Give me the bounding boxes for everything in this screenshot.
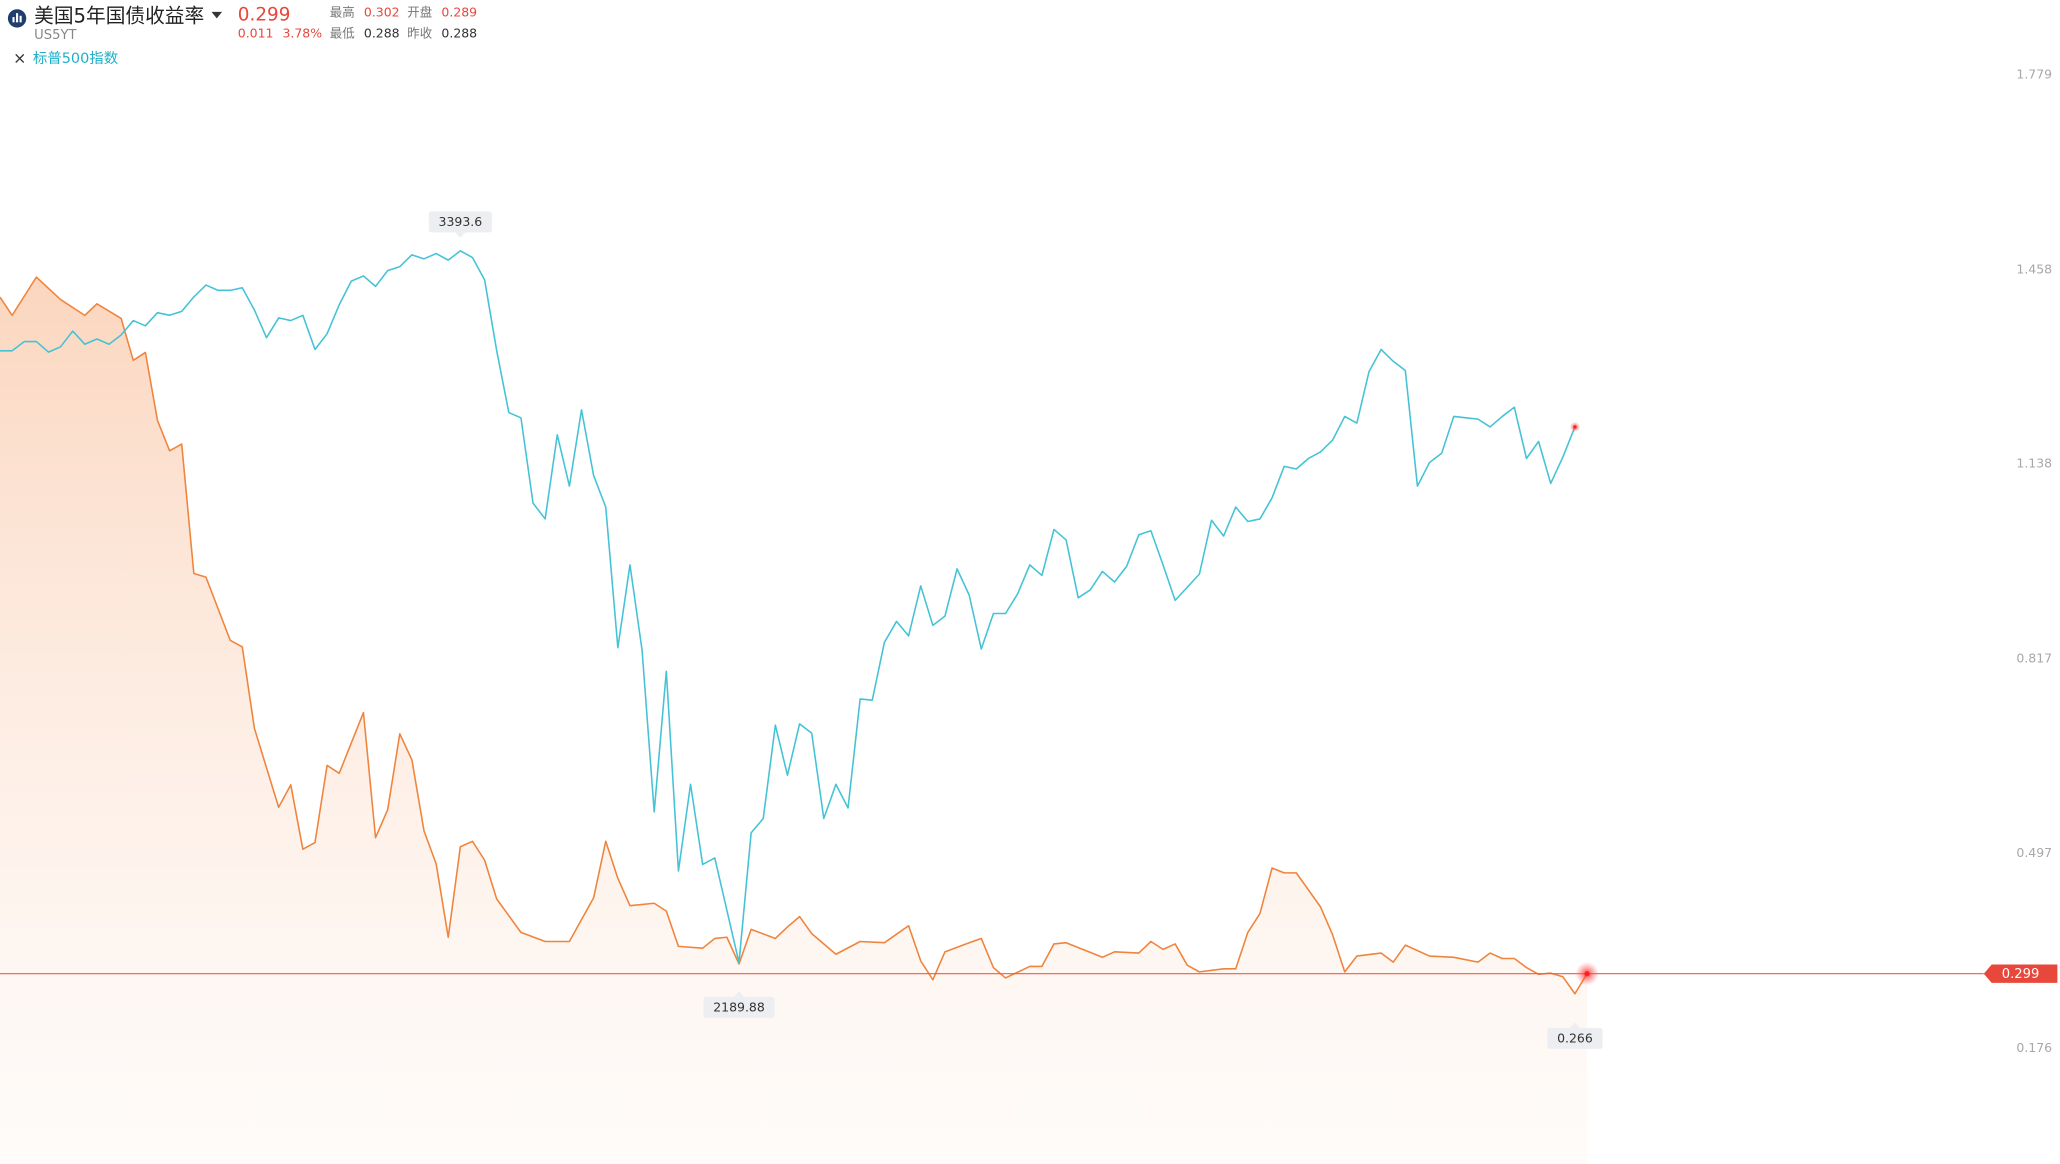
stat-value: 0.289	[441, 5, 477, 20]
y-tick-label: 0.497	[2016, 845, 2052, 860]
extreme-label: 0.266	[1557, 1031, 1593, 1046]
change-pct: 3.78%	[282, 26, 322, 41]
line	[0, 276, 1588, 995]
extreme-tag	[428, 211, 492, 233]
stat-label: 最低	[330, 26, 355, 41]
extreme-label: 2189.88	[713, 1000, 765, 1015]
dropdown-arrow[interactable]	[211, 11, 223, 19]
plot: 1.779 1.458 1.138 0.817 0.497 0.176 0.299 0.266…	[0, 66, 2058, 1164]
remove-overlay[interactable]: ×	[13, 49, 26, 68]
icon-bar	[19, 15, 22, 23]
extreme-label: 3393.6	[439, 214, 483, 229]
stat-value: 0.288	[364, 26, 400, 41]
y-tick-label: 1.138	[2016, 456, 2052, 471]
extreme-tag-tip	[1569, 1022, 1581, 1028]
header: 美国5年国债收益率 US5YT 0.299 0.011 3.78% 最高 0.3…	[7, 5, 477, 68]
icon-bar	[16, 13, 19, 23]
change: 0.011	[238, 26, 274, 41]
symbol: US5YT	[34, 28, 77, 43]
stat-label: 开盘	[407, 5, 432, 20]
stat-label: 最高	[330, 5, 355, 20]
area	[0, 277, 1588, 1164]
overlay-legend[interactable]: 标普500指数	[33, 50, 119, 67]
instrument-name: 美国5年国债收益率	[34, 5, 204, 28]
y-tick-label: 0.817	[2016, 651, 2052, 666]
extreme-tag-tip	[455, 232, 466, 238]
end-dot	[1584, 971, 1590, 977]
extreme-tag	[1547, 1027, 1603, 1049]
stat-value: 0.302	[364, 5, 400, 20]
icon-bar	[12, 17, 15, 23]
stat-value: 0.288	[441, 26, 477, 41]
last-value-tag	[1983, 964, 2058, 983]
price: 0.299	[238, 5, 291, 26]
last-value-label: 0.299	[2002, 967, 2040, 982]
end-dot	[1573, 425, 1577, 429]
y-tick-label: 1.779	[2016, 66, 2052, 81]
extreme-tag	[703, 996, 775, 1018]
stat-label: 昨收	[407, 26, 432, 41]
line	[0, 249, 1576, 964]
extreme-tag-tip	[733, 991, 745, 997]
y-tick-label: 1.458	[2016, 261, 2052, 276]
y-tick-label: 0.176	[2016, 1040, 2052, 1055]
